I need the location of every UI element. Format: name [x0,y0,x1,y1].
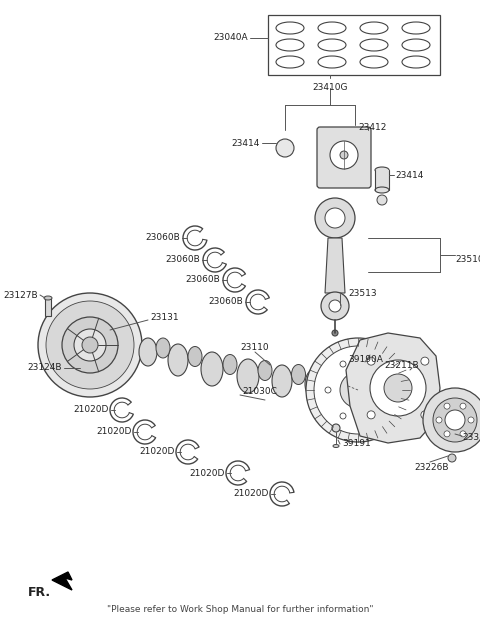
Circle shape [329,300,341,312]
Text: 23127B: 23127B [3,291,38,300]
Ellipse shape [44,296,52,300]
Text: 23124B: 23124B [27,364,62,372]
Polygon shape [346,333,440,443]
Polygon shape [52,572,72,590]
Circle shape [315,198,355,238]
Text: 23060B: 23060B [145,234,180,243]
Text: 21030C: 21030C [242,387,277,397]
Circle shape [460,403,466,409]
Text: 23410G: 23410G [312,83,348,93]
Ellipse shape [339,370,357,398]
Text: 23110: 23110 [240,344,269,353]
Text: 23040A: 23040A [214,33,248,42]
Text: 23060B: 23060B [165,255,200,264]
Circle shape [62,317,118,373]
Circle shape [444,431,450,437]
Text: 21020D: 21020D [96,428,132,436]
Text: 23060B: 23060B [185,275,220,285]
Text: 39191: 39191 [342,440,371,449]
Text: 23060B: 23060B [208,298,243,307]
Ellipse shape [375,167,389,173]
Circle shape [276,139,294,157]
Circle shape [468,417,474,423]
Ellipse shape [258,360,272,381]
Text: 21020D: 21020D [234,490,269,499]
Circle shape [385,387,391,393]
Text: 21020D: 21020D [140,447,175,456]
Polygon shape [325,238,345,293]
Circle shape [340,361,346,367]
Text: 23412: 23412 [358,124,386,132]
Circle shape [377,195,387,205]
Circle shape [367,357,375,365]
Circle shape [332,330,338,336]
Circle shape [370,413,376,419]
Circle shape [332,424,340,432]
Text: 23510: 23510 [455,255,480,264]
Circle shape [350,382,366,398]
Circle shape [367,411,375,419]
Text: 23414: 23414 [395,170,423,179]
Circle shape [46,301,134,389]
Circle shape [423,388,480,452]
Ellipse shape [324,366,338,386]
Text: 21020D: 21020D [73,406,109,415]
Text: 23311B: 23311B [462,433,480,442]
Ellipse shape [156,338,170,358]
Ellipse shape [237,359,259,393]
Circle shape [330,141,358,169]
Circle shape [421,411,429,419]
Text: 39190A: 39190A [348,355,383,365]
Circle shape [340,413,346,419]
Circle shape [370,361,376,367]
Text: "Please refer to Work Shop Manual for further information": "Please refer to Work Shop Manual for fu… [107,605,373,614]
Ellipse shape [305,369,325,399]
Text: 23414: 23414 [232,138,260,147]
Circle shape [321,292,349,320]
Circle shape [82,337,98,353]
Circle shape [325,208,345,228]
Ellipse shape [291,365,305,385]
Ellipse shape [223,355,237,374]
Ellipse shape [188,346,202,367]
Ellipse shape [168,344,188,376]
Circle shape [340,372,376,408]
Circle shape [445,410,465,430]
Ellipse shape [139,338,157,366]
Ellipse shape [272,365,292,397]
Text: 23226B: 23226B [415,463,449,472]
Circle shape [306,338,410,442]
Circle shape [340,151,348,159]
Circle shape [325,387,331,393]
Ellipse shape [333,445,339,447]
Text: 23131: 23131 [150,314,179,323]
Circle shape [314,346,402,434]
Bar [268,15,440,75]
FancyBboxPatch shape [317,127,371,188]
Circle shape [448,454,456,462]
Circle shape [436,417,442,423]
Circle shape [421,357,429,365]
Circle shape [444,403,450,409]
Text: FR.: FR. [28,586,51,598]
Circle shape [370,360,426,416]
Circle shape [38,293,142,397]
Circle shape [74,329,106,361]
Circle shape [460,431,466,437]
Bar [375,170,389,190]
Text: 21020D: 21020D [190,468,225,477]
Circle shape [433,398,477,442]
Ellipse shape [201,352,223,386]
Circle shape [384,374,412,402]
Text: 23211B: 23211B [384,360,419,369]
Text: 23513: 23513 [348,289,377,298]
Bar [45,298,51,316]
Ellipse shape [375,187,389,193]
